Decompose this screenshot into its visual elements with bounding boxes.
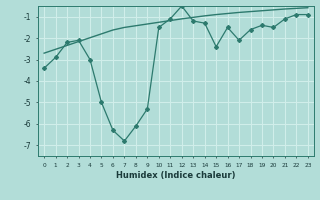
X-axis label: Humidex (Indice chaleur): Humidex (Indice chaleur)	[116, 171, 236, 180]
